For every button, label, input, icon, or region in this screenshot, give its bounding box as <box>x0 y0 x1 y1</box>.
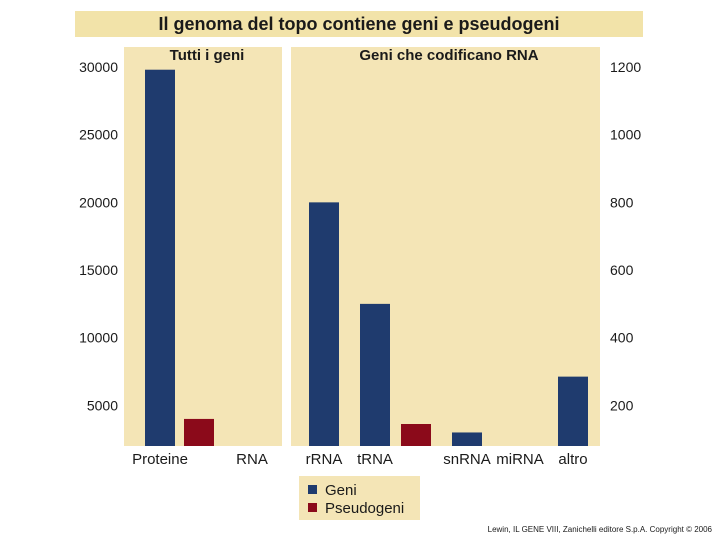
title-band <box>75 11 643 37</box>
panel-background <box>291 47 600 446</box>
y-tick-label: 400 <box>610 330 634 346</box>
panel-title: Geni che codificano RNA <box>359 47 538 64</box>
panel-geni-rna: Geni che codificano RNA 200 400 600 800 1000 1… <box>291 47 641 468</box>
y-tick-label: 800 <box>610 194 634 210</box>
bar-pseudogeni-trna <box>401 424 431 446</box>
y-tick-label: 5000 <box>87 397 118 413</box>
legend-swatch-geni <box>308 485 317 494</box>
y-tick-label: 15000 <box>79 262 118 278</box>
legend: Geni Pseudogeni <box>299 476 420 520</box>
category-label: miRNA <box>496 451 544 468</box>
panel-tutti-i-geni: Tutti i geni 5000 10000 15000 20000 25000 3000… <box>79 47 282 468</box>
y-tick-label: 600 <box>610 262 634 278</box>
copyright-text: Lewin, IL GENE VIII, Zanichelli editore … <box>488 525 713 534</box>
category-label: snRNA <box>443 451 491 468</box>
y-tick-label: 200 <box>610 397 634 413</box>
category-label: altro <box>558 451 587 468</box>
bar-geni-trna <box>360 303 390 446</box>
category-label: tRNA <box>357 451 393 468</box>
category-label: RNA <box>236 451 268 468</box>
legend-label-pseudogeni: Pseudogeni <box>325 500 404 517</box>
bar-geni-proteine <box>145 69 175 446</box>
y-tick-label: 25000 <box>79 127 118 143</box>
legend-box <box>299 476 420 520</box>
bar-geni-altro <box>558 376 588 446</box>
panel-title: Tutti i geni <box>170 47 245 64</box>
category-label: Proteine <box>132 451 188 468</box>
bar-pseudogeni-proteine <box>184 418 214 446</box>
legend-label-geni: Geni <box>325 482 357 499</box>
category-label: rRNA <box>306 451 343 468</box>
y-tick-label: 30000 <box>79 59 118 75</box>
y-tick-label: 20000 <box>79 194 118 210</box>
chart-title: Il genoma del topo contiene geni e pseud… <box>158 14 559 34</box>
legend-swatch-pseudogeni <box>308 503 317 512</box>
bar-geni-snrna <box>452 432 482 446</box>
y-tick-label: 1000 <box>610 127 641 143</box>
bar-geni-rrna <box>309 202 339 446</box>
y-tick-label: 10000 <box>79 330 118 346</box>
y-tick-label: 1200 <box>610 59 641 75</box>
